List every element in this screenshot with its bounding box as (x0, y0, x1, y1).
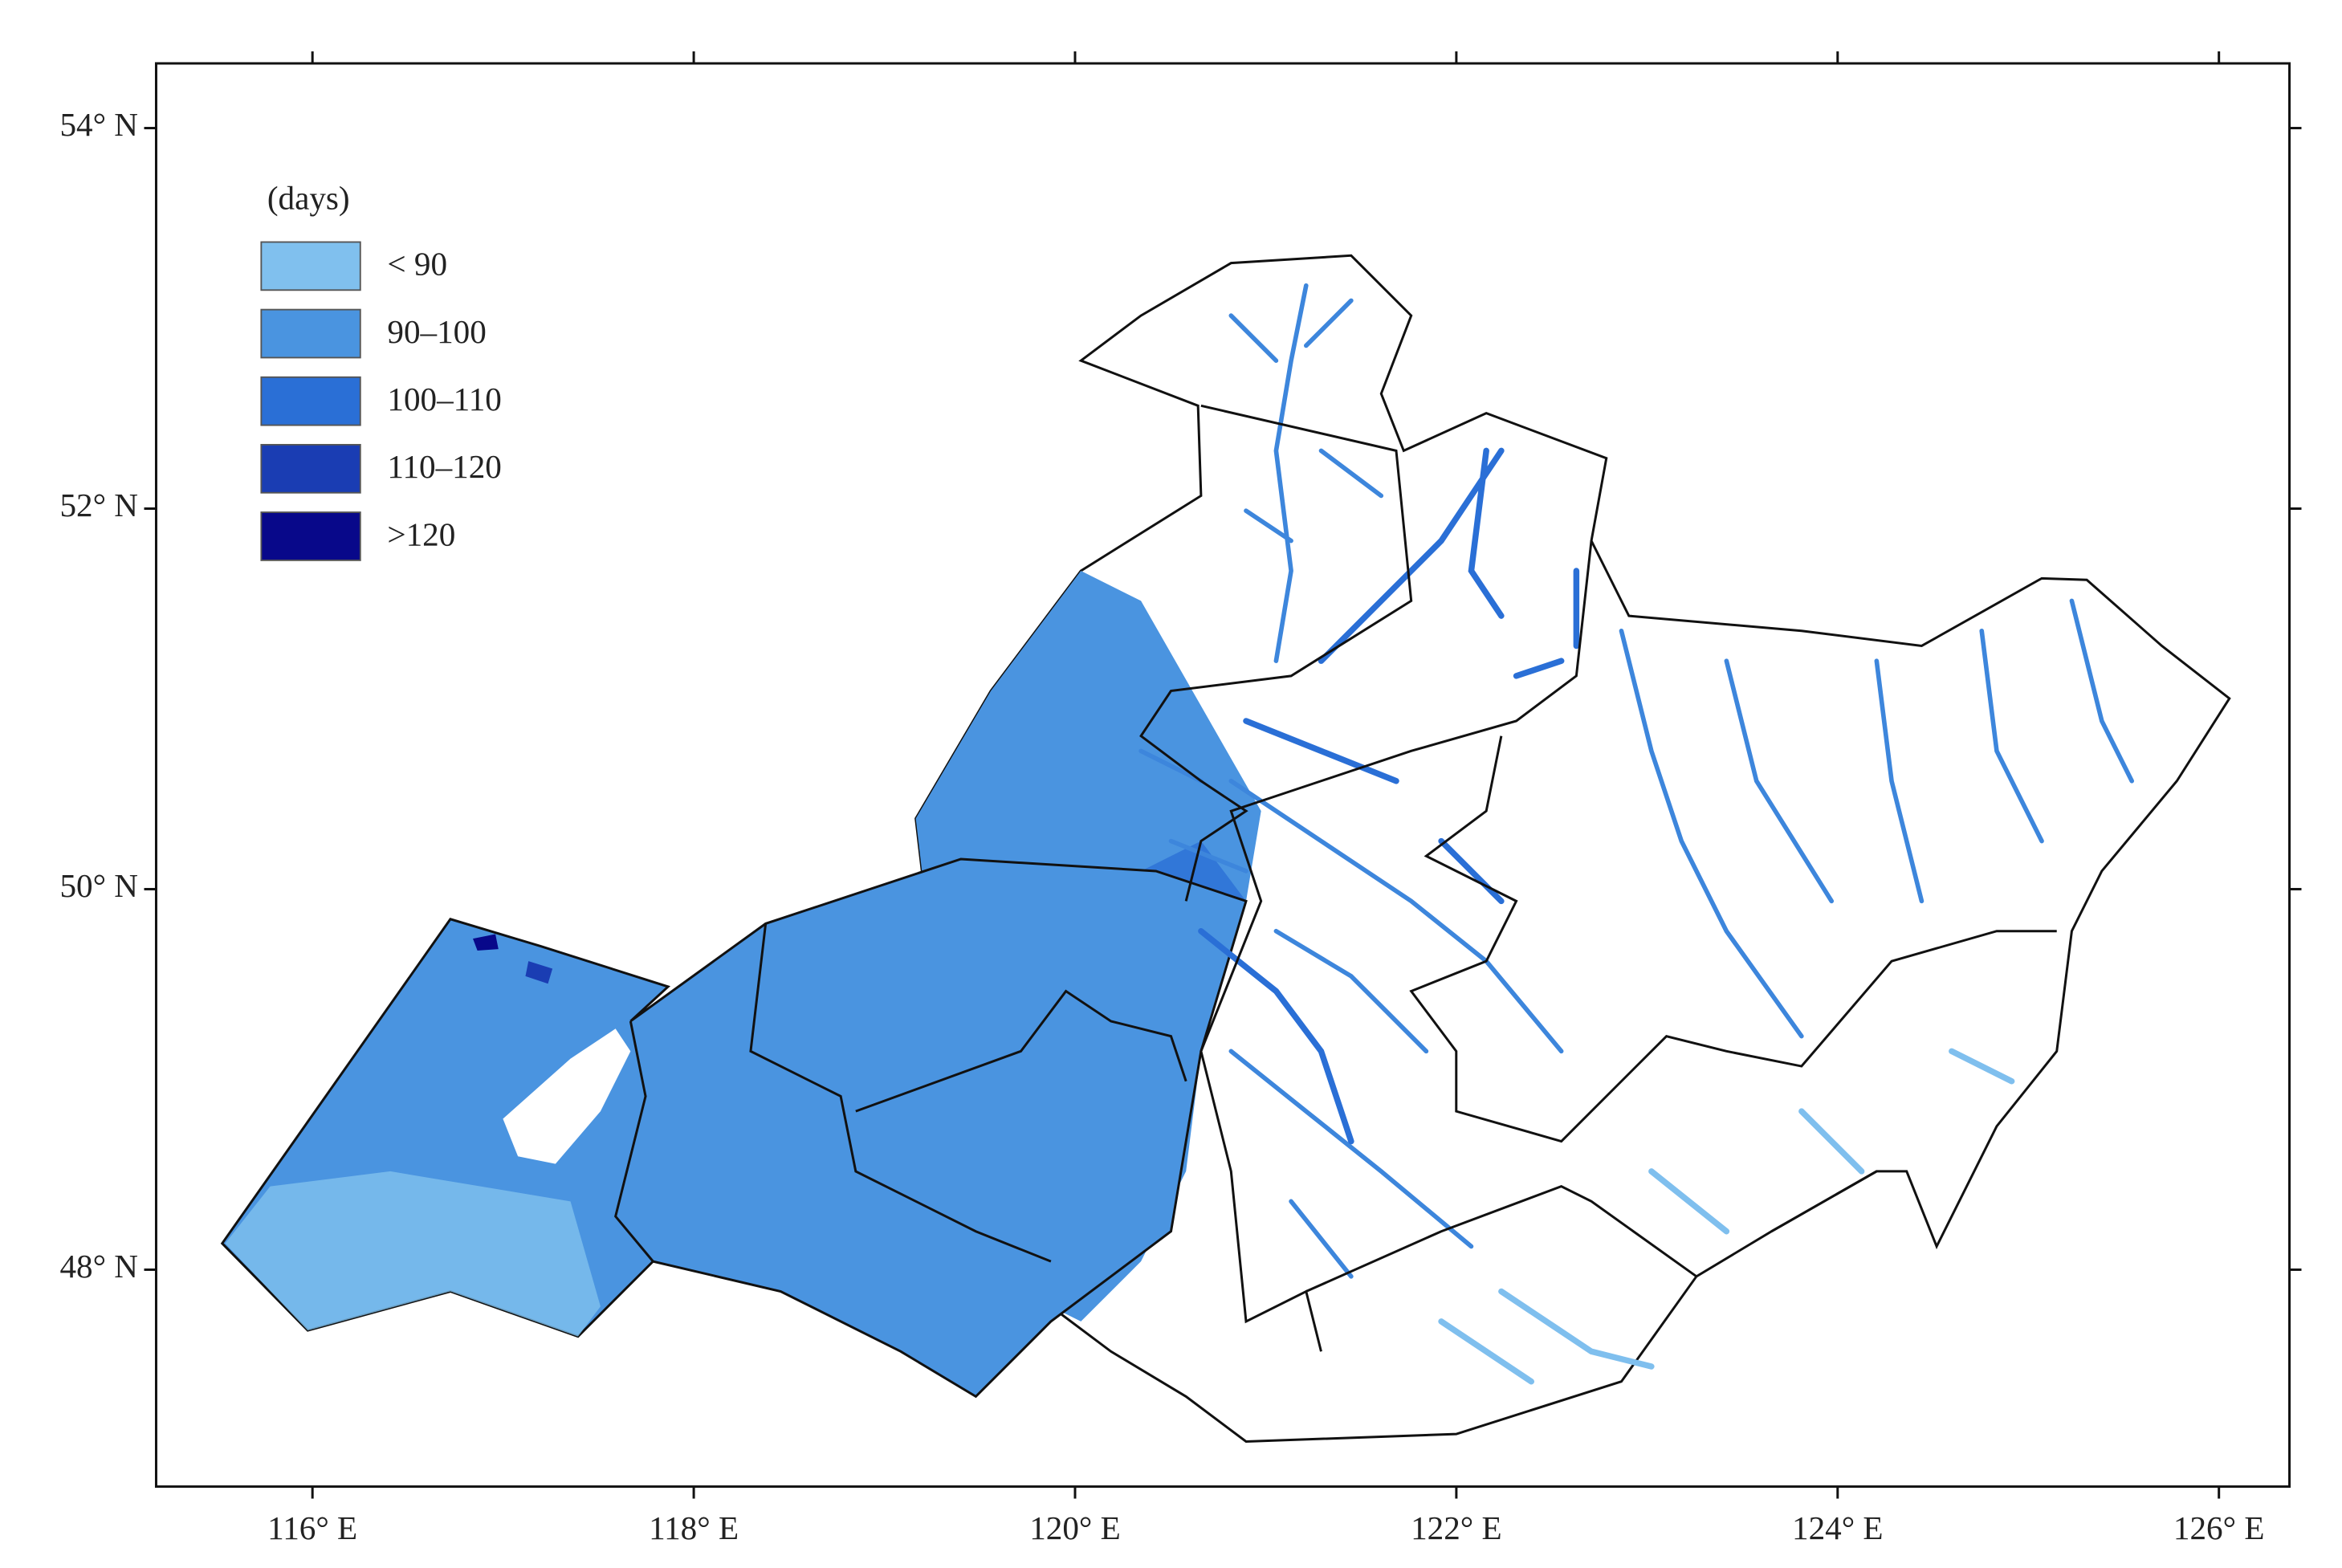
legend-label: 100–110 (387, 381, 501, 417)
dark-spot (525, 961, 553, 984)
legend-title: (days) (267, 179, 350, 217)
light-patch (225, 1171, 601, 1337)
boundary (1139, 404, 1413, 902)
x-tick-label: 120° E (1029, 1509, 1121, 1546)
boundary (614, 1020, 1878, 1293)
legend-swatch (260, 308, 361, 359)
boundary (1409, 735, 2057, 1143)
legend-label: 110–120 (387, 448, 501, 485)
plot-frame (154, 62, 2291, 1489)
legend-label: < 90 (387, 246, 447, 283)
river (1318, 447, 1580, 679)
legend-swatch (260, 443, 361, 494)
x-tick-label: 126° E (2173, 1509, 2265, 1546)
dark-spot (473, 934, 499, 951)
boundary (749, 923, 1187, 1263)
river (1438, 1048, 2015, 1385)
x-tick-label: 118° E (649, 1509, 739, 1546)
legend: (days) < 90 90–100 100–110 110–120 >120 (260, 179, 502, 561)
legend-swatch (260, 376, 361, 426)
axes: 116° E 118° E 120° E 122° E 124° E 126° E 48° … (59, 51, 2302, 1546)
lake (503, 1028, 631, 1164)
y-tick-label: 52° N (59, 487, 138, 523)
river (1198, 718, 1505, 1145)
river (1619, 598, 2135, 1039)
x-tick-label: 122° E (1411, 1509, 1502, 1546)
y-tick-label: 48° N (59, 1248, 138, 1285)
map-area (220, 254, 2231, 1444)
x-tick-label: 124° E (1792, 1509, 1884, 1546)
river (1228, 283, 1384, 663)
legend-swatch (260, 511, 361, 561)
legend-label: >120 (387, 515, 455, 552)
river (1138, 748, 1564, 1279)
legend-swatch (260, 241, 361, 291)
y-tick-label: 50° N (59, 867, 138, 904)
east-region (914, 254, 2231, 1444)
x-tick-label: 116° E (267, 1509, 357, 1546)
boundary (1200, 540, 1593, 1352)
legend-label: 90–100 (387, 313, 486, 350)
y-tick-label: 54° N (59, 106, 138, 143)
